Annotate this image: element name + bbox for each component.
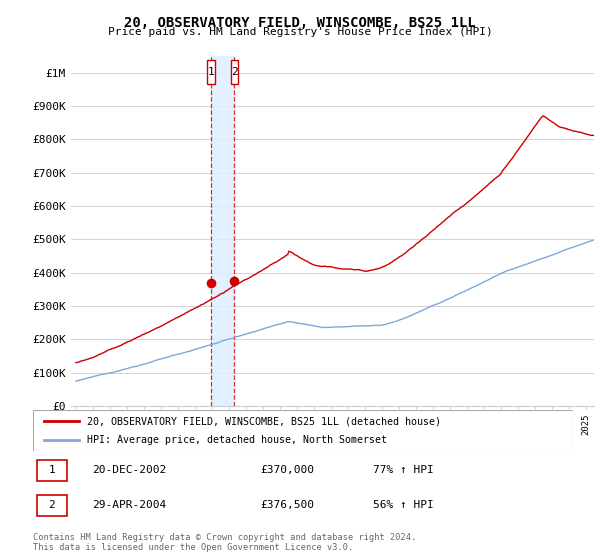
- Text: 77% ↑ HPI: 77% ↑ HPI: [373, 465, 434, 475]
- Text: Contains HM Land Registry data © Crown copyright and database right 2024.: Contains HM Land Registry data © Crown c…: [33, 533, 416, 542]
- Text: HPI: Average price, detached house, North Somerset: HPI: Average price, detached house, Nort…: [87, 435, 387, 445]
- Text: 20, OBSERVATORY FIELD, WINSCOMBE, BS25 1LL (detached house): 20, OBSERVATORY FIELD, WINSCOMBE, BS25 1…: [87, 417, 441, 426]
- Text: 20, OBSERVATORY FIELD, WINSCOMBE, BS25 1LL: 20, OBSERVATORY FIELD, WINSCOMBE, BS25 1…: [124, 16, 476, 30]
- FancyBboxPatch shape: [37, 494, 67, 516]
- Text: 2: 2: [49, 500, 55, 510]
- Text: £370,000: £370,000: [260, 465, 314, 475]
- FancyBboxPatch shape: [230, 59, 238, 84]
- Text: 56% ↑ HPI: 56% ↑ HPI: [373, 500, 434, 510]
- FancyBboxPatch shape: [33, 410, 573, 451]
- Text: 2: 2: [231, 67, 238, 77]
- FancyBboxPatch shape: [37, 460, 67, 480]
- Text: 1: 1: [208, 67, 215, 77]
- Text: This data is licensed under the Open Government Licence v3.0.: This data is licensed under the Open Gov…: [33, 543, 353, 552]
- Text: £376,500: £376,500: [260, 500, 314, 510]
- Text: Price paid vs. HM Land Registry's House Price Index (HPI): Price paid vs. HM Land Registry's House …: [107, 27, 493, 37]
- Bar: [211, 56, 235, 406]
- Text: 20-DEC-2002: 20-DEC-2002: [92, 465, 167, 475]
- FancyBboxPatch shape: [208, 59, 215, 84]
- Text: 29-APR-2004: 29-APR-2004: [92, 500, 167, 510]
- Text: 1: 1: [49, 465, 55, 475]
